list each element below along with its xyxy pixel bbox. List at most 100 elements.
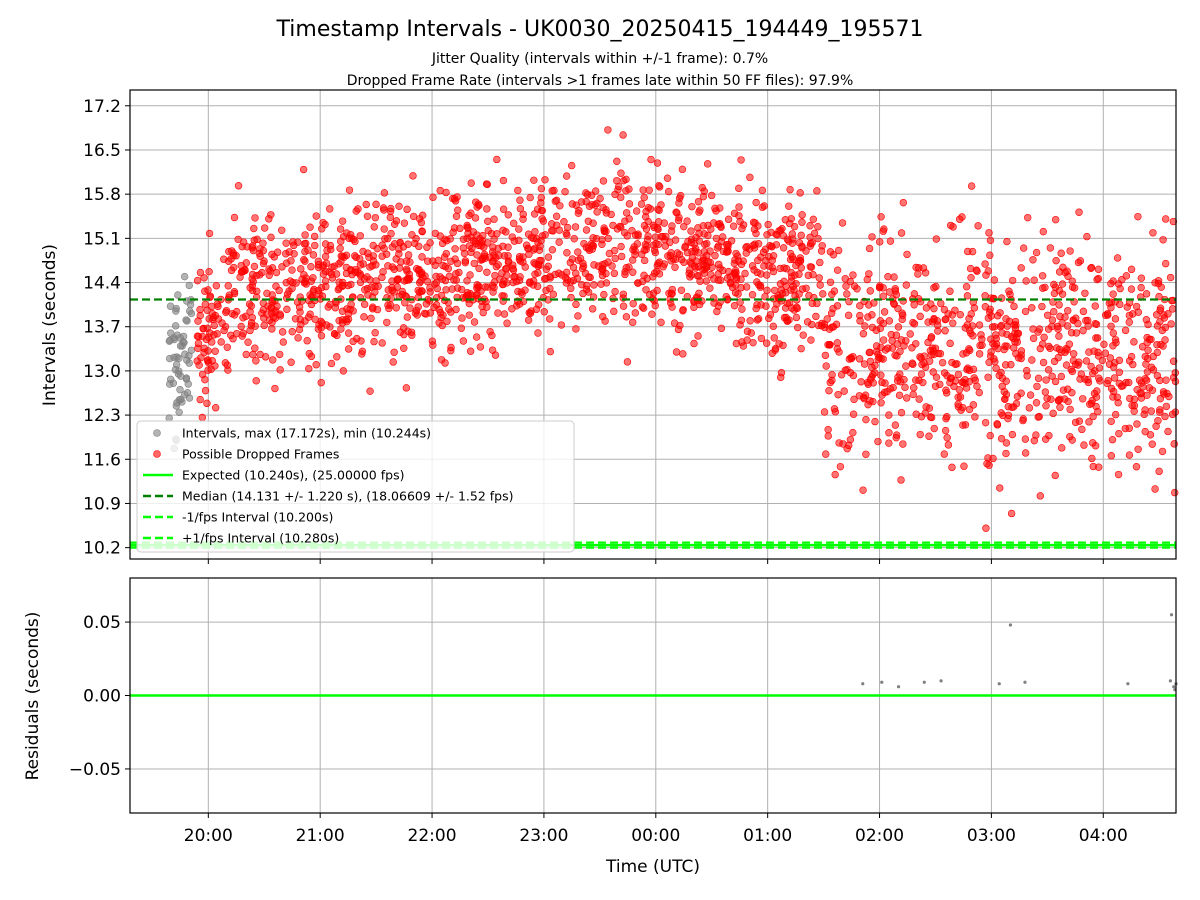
dropped-frame-point <box>965 314 973 323</box>
dropped-frame-point <box>610 246 619 255</box>
dropped-frame-point <box>1125 378 1133 387</box>
dropped-frame-point <box>392 304 400 312</box>
dropped-frame-point <box>703 160 712 168</box>
dropped-frame-point <box>213 330 221 338</box>
dropped-frame-point <box>941 327 949 335</box>
dropped-frame-point <box>570 235 578 243</box>
dropped-frame-point <box>694 332 702 340</box>
dropped-frame-point <box>452 305 460 314</box>
dropped-frame-point <box>383 318 391 327</box>
dropped-frame-point <box>251 214 259 222</box>
dropped-frame-point <box>275 350 284 359</box>
dropped-frame-point <box>380 225 388 233</box>
dropped-frame-point <box>915 264 923 272</box>
dropped-frame-point <box>742 283 751 291</box>
x-axis: 20:00 21:00 22:00 23:00 00:00 01:00 02:00 03:00… <box>184 813 1128 846</box>
dropped-frame-point <box>828 323 836 331</box>
dropped-frame-point <box>1169 357 1178 365</box>
dropped-frame-point <box>634 230 642 238</box>
dropped-frame-point <box>1022 277 1030 285</box>
dropped-frame-point <box>893 352 901 360</box>
legend-marker-intervals <box>153 429 161 437</box>
dropped-frame-point <box>1056 312 1064 321</box>
dropped-frame-point <box>1009 403 1018 411</box>
dropped-frame-point <box>222 306 231 315</box>
bottom-y-axis: −0.05 0.00 0.05 <box>69 613 130 780</box>
dropped-frame-point <box>279 338 288 346</box>
dropped-frame-point <box>1148 440 1156 448</box>
dropped-frame-point <box>278 328 287 336</box>
dropped-frame-point <box>988 323 997 331</box>
dropped-frame-point <box>793 323 802 332</box>
dropped-frame-point <box>489 288 497 296</box>
dropped-frame-point <box>356 261 365 269</box>
dropped-frame-point <box>473 203 481 211</box>
dropped-frame-point <box>665 289 673 297</box>
dropped-frame-point <box>201 287 209 295</box>
dropped-frame-point <box>386 207 395 216</box>
dropped-frame-point <box>986 236 995 245</box>
dropped-frame-point <box>395 202 403 211</box>
dropped-frame-point <box>415 242 423 251</box>
dropped-frame-point <box>310 285 318 294</box>
dropped-frame-point <box>204 347 212 355</box>
dropped-frame-point <box>223 361 231 369</box>
dropped-frame-point <box>1109 290 1117 298</box>
dropped-frame-point <box>813 187 821 195</box>
dropped-frame-point <box>389 358 397 366</box>
dropped-frame-point <box>796 254 804 262</box>
dropped-frame-point <box>198 413 207 422</box>
dropped-frame-point <box>600 290 608 299</box>
dropped-frame-point <box>771 344 780 353</box>
dropped-frame-point <box>470 318 479 326</box>
dropped-frame-point <box>814 234 822 243</box>
dropped-frame-point <box>864 313 872 321</box>
dropped-frame-point <box>230 213 239 222</box>
dropped-frame-point <box>1156 394 1165 403</box>
bottom-y-tick-label: 0.05 <box>83 613 121 633</box>
dropped-frame-point <box>1008 430 1017 439</box>
dropped-frame-point <box>1089 412 1097 421</box>
dropped-frame-point <box>762 256 770 265</box>
dropped-frame-point <box>555 238 563 246</box>
dropped-frame-point <box>609 221 617 230</box>
interval-point <box>175 408 183 417</box>
legend-label-median: Median (14.131 +/- 1.220 s), (18.06609 +… <box>182 489 513 504</box>
dropped-frame-point <box>654 225 662 234</box>
dropped-frame-point <box>650 297 659 305</box>
dropped-frame-point <box>322 259 331 268</box>
dropped-frame-point <box>653 286 661 295</box>
dropped-frame-point <box>1092 334 1100 342</box>
dropped-frame-point <box>617 193 625 202</box>
dropped-frame-point <box>1094 265 1103 274</box>
dropped-frame-point <box>1155 292 1163 301</box>
dropped-frame-point <box>1008 276 1017 285</box>
dropped-frame-point <box>826 248 835 256</box>
dropped-frame-point <box>730 259 739 268</box>
dropped-frame-point <box>319 218 327 227</box>
dropped-frame-point <box>1094 274 1103 283</box>
dropped-frame-point <box>647 155 655 164</box>
dropped-frame-point <box>324 303 332 311</box>
dropped-frame-point <box>687 238 696 247</box>
dropped-frame-point <box>412 234 420 243</box>
dropped-frame-point <box>383 234 392 243</box>
dropped-frame-point <box>695 229 703 238</box>
dropped-frame-point <box>884 272 892 281</box>
dropped-frame-point <box>806 222 814 230</box>
dropped-frame-point <box>203 306 211 315</box>
dropped-frame-point <box>1152 422 1160 430</box>
dropped-frame-point <box>450 195 459 203</box>
interval-point <box>183 317 191 325</box>
dropped-frame-point <box>970 374 978 382</box>
dropped-frame-point <box>940 305 949 314</box>
dropped-frame-point <box>337 325 345 333</box>
dropped-frame-point <box>864 400 872 409</box>
dropped-frame-point <box>300 240 309 248</box>
dropped-frame-point <box>879 227 887 235</box>
dropped-frame-point <box>532 234 541 243</box>
residual-point <box>861 682 865 686</box>
top-y-tick-label: 10.2 <box>83 539 121 559</box>
dropped-frame-point <box>552 196 561 205</box>
dropped-frame-point <box>339 281 347 290</box>
